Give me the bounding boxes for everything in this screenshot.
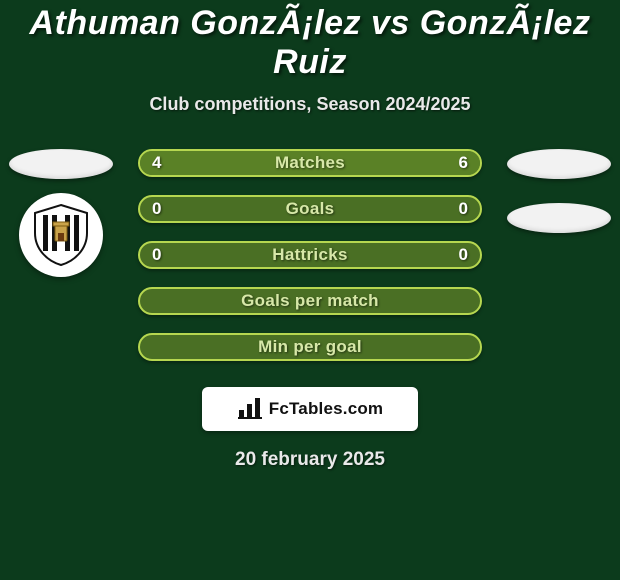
comparison-card: Athuman GonzÃ¡lez vs GonzÃ¡lez Ruiz Club… [0,0,620,471]
player-right-column [504,149,614,233]
date-label: 20 february 2025 [0,449,620,471]
stat-value-left: 0 [152,243,161,267]
stats-bars: Matches46Goals00Hattricks00Goals per mat… [138,149,482,361]
stat-value-left: 4 [152,151,161,175]
brand-box: FcTables.com [202,387,418,431]
stat-label: Goals [140,197,480,221]
page-subtitle: Club competitions, Season 2024/2025 [0,94,620,115]
brand-text: FcTables.com [269,399,384,419]
stat-bar: Goals per match [138,287,482,315]
stat-label: Hattricks [140,243,480,267]
player-left-column [6,149,116,277]
stat-label: Matches [140,151,480,175]
stat-value-right: 6 [459,151,468,175]
stat-value-left: 0 [152,197,161,221]
stat-bar: Matches4 6 [138,149,482,177]
stat-label: Min per goal [140,335,480,359]
page-title: Athuman GonzÃ¡lez vs GonzÃ¡lez Ruiz [0,4,620,82]
stat-value-right: 0 [459,243,468,267]
compare-area: Matches46Goals00Hattricks00Goals per mat… [0,149,620,361]
player-right-club-placeholder [507,203,611,233]
stat-bar: Hattricks0 0 [138,241,482,269]
stat-bar: Goals0 0 [138,195,482,223]
player-right-avatar [507,149,611,179]
player-left-club-badge [19,193,103,277]
stat-value-right: 0 [459,197,468,221]
merida-badge-icon [29,203,93,267]
bar-chart-icon [237,398,263,420]
stat-bar: Min per goal [138,333,482,361]
player-left-avatar [9,149,113,179]
stat-label: Goals per match [140,289,480,313]
